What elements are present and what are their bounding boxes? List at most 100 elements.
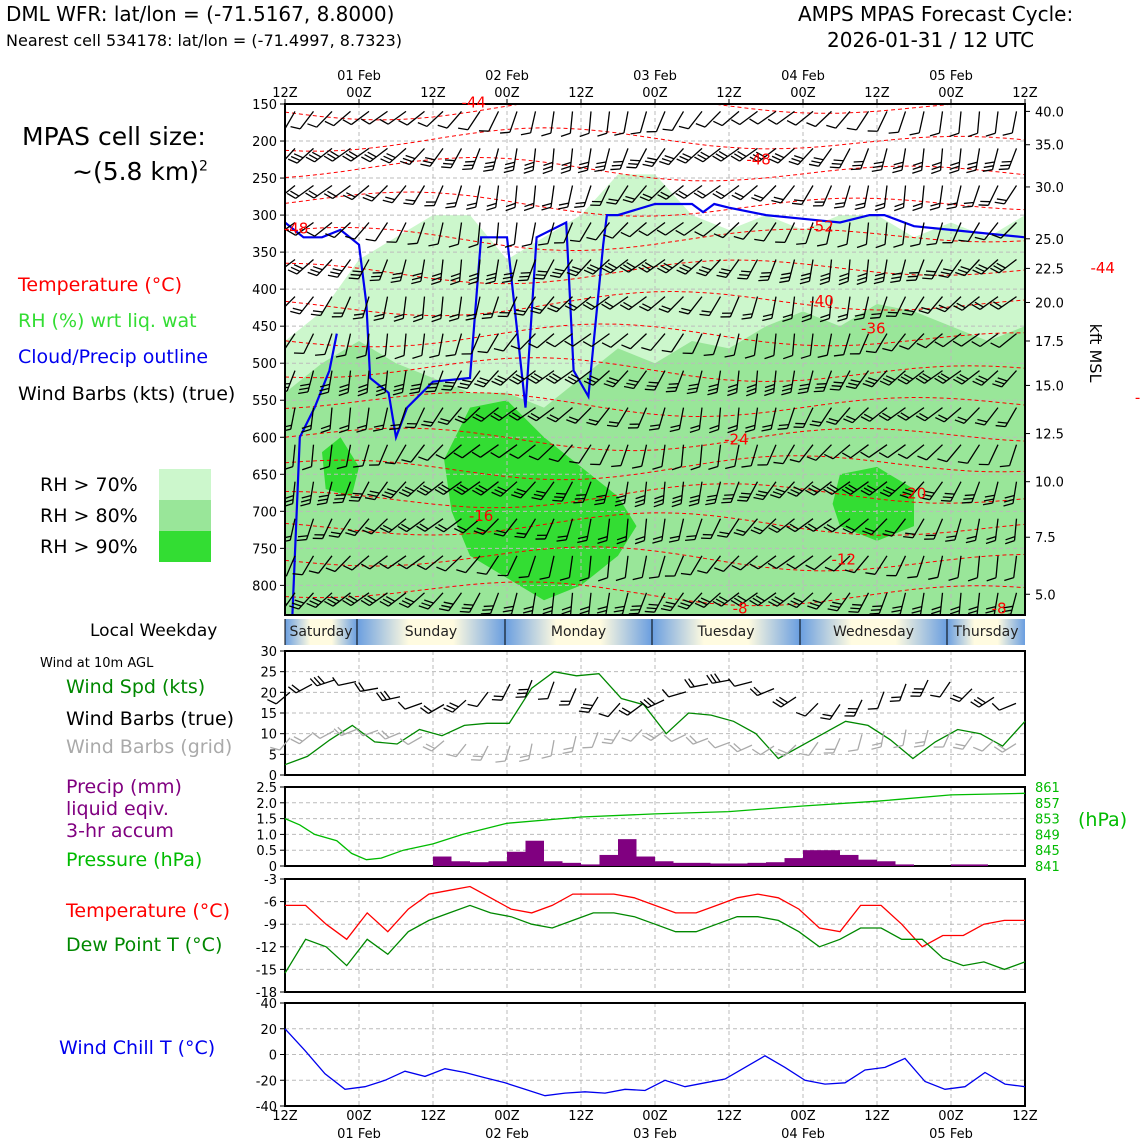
weekday-name: Wednesday <box>833 624 914 640</box>
barb-flag <box>632 576 643 581</box>
wind-barb <box>586 222 611 241</box>
sfc-wind-barb-true <box>749 686 775 697</box>
wind-barb <box>797 370 814 395</box>
barb-staff <box>406 555 425 570</box>
wind-barb <box>375 370 389 397</box>
barb-flag <box>878 414 888 421</box>
barb-staff <box>853 699 863 717</box>
wind-barb <box>453 481 481 495</box>
wind-barb <box>316 481 333 506</box>
barb-flag <box>615 577 626 582</box>
barb-staff <box>333 110 351 127</box>
barb-flag <box>441 604 452 609</box>
barb-flag <box>938 274 949 278</box>
sfc-wind-barb-grid <box>311 730 335 740</box>
barb-flag <box>670 424 681 429</box>
barb-flag <box>604 265 615 272</box>
barb-flag <box>272 263 281 273</box>
wind-barb <box>724 333 740 358</box>
wind-barb <box>615 555 629 582</box>
barb-flag <box>856 243 867 249</box>
barb-flag <box>533 493 544 497</box>
legend-cloud: Cloud/Precip outline <box>18 346 209 368</box>
barb-flag <box>519 758 529 763</box>
bottom-hour-label: 00Z <box>642 1109 668 1124</box>
barb-flag <box>531 496 542 501</box>
barb-flag <box>435 454 445 460</box>
barb-staff <box>1009 444 1018 466</box>
wind-barb <box>893 222 907 248</box>
barb-staff <box>647 699 665 709</box>
wind-barb <box>657 184 684 200</box>
wind-barb <box>879 481 906 497</box>
wind-barb <box>338 370 352 397</box>
barb-flag <box>675 192 685 199</box>
barb-flag <box>752 597 762 604</box>
barb-flag <box>357 391 368 397</box>
wind-barb <box>448 222 463 248</box>
wind-barb <box>849 333 870 355</box>
barb-flag <box>448 243 459 248</box>
panel-tick-label: 1.0 <box>256 828 277 843</box>
barb-flag <box>882 489 893 495</box>
barb-flag <box>730 119 741 126</box>
wind-barb <box>912 148 925 174</box>
barb-flag <box>997 421 1008 424</box>
barb-flag <box>892 165 903 170</box>
wind-barb <box>619 296 647 311</box>
wind-barb <box>411 259 426 285</box>
barb-flag <box>755 493 766 497</box>
cloud-outline <box>285 202 1025 442</box>
barb-flag <box>654 495 664 500</box>
barb-flag <box>347 529 358 534</box>
kft-tick-label: 30.0 <box>1035 181 1064 196</box>
barb-flag <box>906 279 917 282</box>
wind-barb <box>924 518 944 540</box>
barb-flag <box>727 678 736 687</box>
barb-flag <box>652 465 663 470</box>
barb-flag <box>737 499 748 502</box>
barb-flag <box>441 388 452 391</box>
barb-staff <box>338 680 357 686</box>
barb-flag <box>713 120 723 127</box>
barb-flag <box>972 380 982 386</box>
sfc-wind-barb-grid <box>270 737 291 751</box>
barb-flag <box>850 168 861 171</box>
top-hour-label: 00Z <box>642 86 668 101</box>
barb-flag <box>634 502 645 508</box>
wind-barb <box>397 518 425 533</box>
wind-barb <box>907 555 925 579</box>
precip-bar <box>840 854 859 866</box>
wind-barb <box>638 258 666 273</box>
sfc-wind-barb-true <box>661 688 687 698</box>
barb-staff <box>692 737 709 745</box>
barb-flag <box>689 735 698 744</box>
barb-staff <box>981 739 995 752</box>
wind-barb <box>897 370 925 385</box>
wind-barb <box>298 370 315 395</box>
station-title: DML WFR: lat/lon = (-71.5167, 8.8000) <box>6 2 395 26</box>
wind-barb <box>845 370 870 390</box>
wind-barb <box>301 407 315 433</box>
barb-flag <box>569 269 580 274</box>
barb-flag <box>394 383 404 388</box>
barb-flag <box>860 451 870 458</box>
barb-flag <box>545 341 556 348</box>
barb-flag <box>750 529 761 535</box>
barb-flag <box>353 313 364 316</box>
wind-barb <box>500 111 518 134</box>
barb-staff <box>421 333 426 356</box>
barb-staff <box>668 691 687 698</box>
pressure-tick-label: 845 <box>1035 844 1060 859</box>
wind-barb <box>850 148 870 171</box>
wind-barb <box>926 222 944 246</box>
barb-flag <box>801 317 812 323</box>
barb-flag <box>513 312 524 316</box>
wind-barb <box>749 110 777 125</box>
barb-flag <box>777 748 788 754</box>
barb-flag <box>863 487 874 494</box>
barb-flag <box>716 274 727 279</box>
barb-flag <box>626 166 637 169</box>
barb-flag <box>949 165 960 170</box>
wind-barb <box>362 518 388 535</box>
